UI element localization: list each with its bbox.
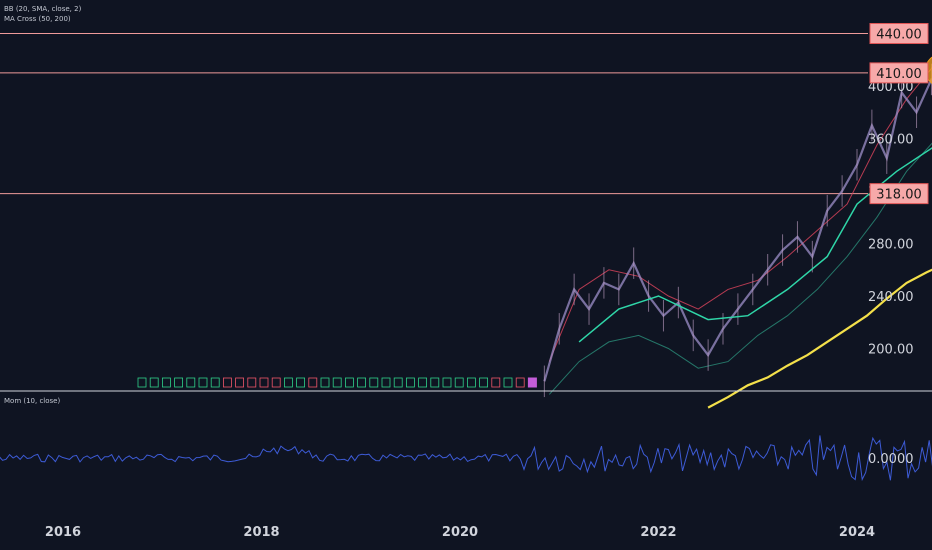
event-marker [332, 377, 342, 388]
price-tick-label: 400.00 [868, 80, 914, 95]
bb-legend[interactable]: BB (20, SMA, close, 2) [4, 5, 82, 13]
event-marker [369, 377, 379, 388]
event-marker [296, 377, 306, 388]
event-marker [174, 377, 184, 388]
event-marker [186, 377, 196, 388]
moving-averages [578, 147, 932, 409]
price-tick-label: 280.00 [868, 238, 914, 253]
event-marker [247, 377, 257, 388]
price-axis: 400.00360.00320.00280.00240.00200.000.00… [868, 80, 914, 467]
price-line [543, 77, 932, 382]
event-marker [405, 377, 415, 388]
level-label-box [869, 23, 929, 44]
horizontal-levels [0, 33, 868, 195]
level-label-text: 318.00 [876, 188, 922, 203]
event-marker [393, 377, 403, 388]
price-tick-label: 240.00 [868, 290, 914, 305]
event-marker [161, 377, 171, 388]
bb-lower-line [548, 142, 932, 395]
event-marker [271, 377, 281, 388]
ma-cross-legend[interactable]: MA Cross (50, 200) [4, 15, 71, 23]
event-marker [503, 377, 513, 388]
event-marker [222, 377, 232, 388]
price-series [543, 63, 932, 398]
event-marker [442, 377, 452, 388]
event-marker [357, 377, 367, 388]
event-marker [381, 377, 391, 388]
level-label-box [869, 183, 929, 205]
momentum-legend[interactable]: Mom (10, close) [4, 397, 61, 405]
event-marker [210, 377, 220, 388]
level-label-box [869, 62, 929, 84]
level-label-text: 440.00 [876, 28, 922, 43]
time-tick-label: 2016 [45, 525, 81, 540]
event-marker [466, 377, 476, 388]
ma200-line [707, 268, 932, 409]
event-marker [515, 377, 525, 388]
event-markers [137, 377, 537, 388]
momentum-series [0, 435, 932, 482]
event-marker [149, 377, 159, 388]
time-tick-label: 2022 [640, 525, 676, 540]
event-marker [454, 377, 464, 388]
ma50-line [578, 147, 932, 343]
event-marker [527, 377, 537, 388]
momentum-line [0, 435, 932, 482]
price-tick-label: 200.00 [868, 343, 914, 358]
event-marker [491, 377, 501, 388]
event-marker [283, 377, 293, 388]
event-marker [479, 377, 489, 388]
event-marker [308, 377, 318, 388]
event-marker [259, 377, 269, 388]
time-axis: 201620182020202220242026202820302032 [45, 525, 875, 540]
level-label-text: 410.00 [876, 67, 922, 82]
event-marker [344, 377, 354, 388]
level-labels: 440.00 410.00 318.00 [869, 23, 929, 205]
event-marker [430, 377, 440, 388]
time-tick-label: 2020 [442, 525, 478, 540]
time-tick-label: 2024 [839, 525, 875, 540]
price-tick-label: 360.00 [868, 133, 914, 148]
event-marker [235, 377, 245, 388]
momentum-tick-label: 0.0000 [868, 452, 914, 467]
time-tick-label: 2018 [243, 525, 279, 540]
event-marker [320, 377, 330, 388]
event-marker [198, 377, 208, 388]
event-marker [137, 377, 147, 388]
event-marker [418, 377, 428, 388]
